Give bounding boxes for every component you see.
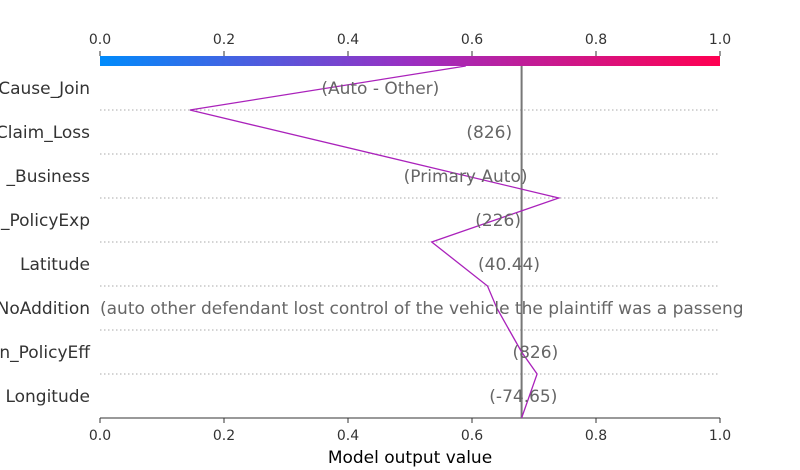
top-tick-label: 0.6 [461,32,483,48]
feature-value: (Auto - Other) [321,79,439,99]
bottom-tick-labels: 0.0 0.2 0.4 0.6 0.8 1.0 [89,418,731,444]
feature-value: (40.44) [478,255,540,275]
bottom-tick-label: 0.6 [461,428,483,444]
bottom-tick-label: 0.4 [337,428,359,444]
feature-name: n_PolicyEff [0,343,91,363]
bottom-tick-label: 0.0 [89,428,111,444]
feature-value: (Primary Auto) [404,167,528,187]
feature-name: _Business [6,167,91,187]
feature-value: (226) [475,211,521,231]
top-tick-label: 0.0 [89,32,111,48]
feature-value: (826) [512,343,558,363]
top-tick-label: 0.4 [337,32,359,48]
top-tick-label: 1.0 [709,32,731,48]
feature-name: Claim_Loss [0,123,90,143]
bottom-tick-label: 0.2 [213,428,235,444]
feature-name: Longitude [5,387,90,407]
feature-name: Cause_Join [0,79,90,99]
feature-name: Latitude [20,255,90,275]
feature-name: _PolicyExp [0,211,90,231]
feature-value: (826) [466,123,512,143]
x-axis-label: Model output value [328,448,492,468]
feature-value: (auto other defendant lost control of th… [100,299,744,319]
feature-name: NoAddition [0,299,90,319]
top-tick-label: 0.8 [585,32,607,48]
row-gridlines [100,109,720,375]
decision-path [189,65,562,419]
bottom-tick-label: 0.8 [585,428,607,444]
bottom-tick-label: 1.0 [709,428,731,444]
top-tick-labels: 0.0 0.2 0.4 0.6 0.8 1.0 [89,32,731,56]
top-tick-label: 0.2 [213,32,235,48]
feature-rows: Cause_Join (Auto - Other) Claim_Loss (826) _… [0,79,744,407]
feature-value: (-74.65) [489,387,557,407]
colorbar [100,56,720,66]
